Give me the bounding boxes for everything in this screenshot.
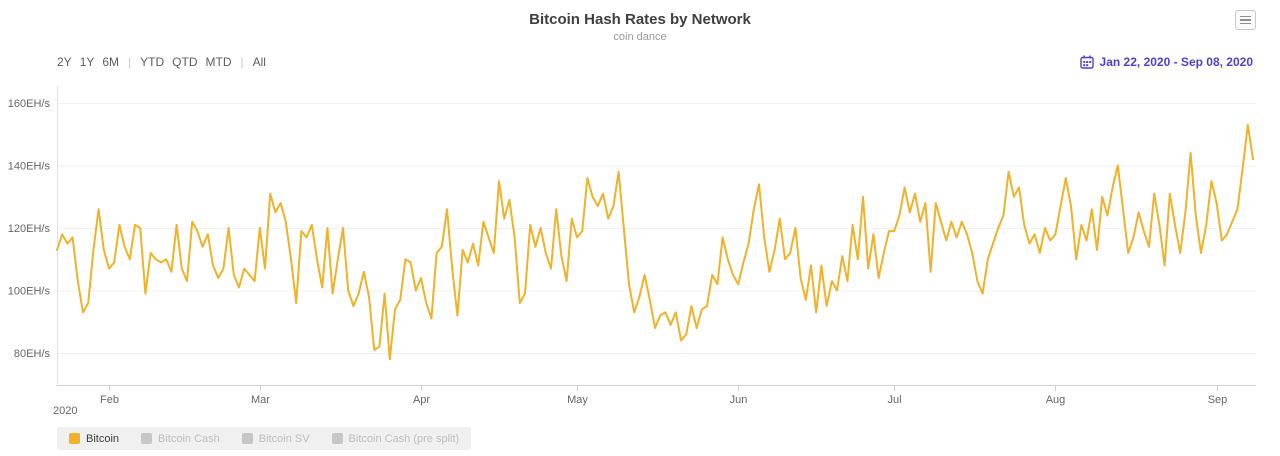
range-divider: | — [128, 55, 132, 69]
chart-subtitle: coin dance — [613, 31, 667, 43]
range-button-mtd[interactable]: MTD — [205, 55, 232, 69]
page-title: Bitcoin Hash Rates by Network — [529, 11, 751, 28]
legend-swatch-bitcoin-sv — [241, 433, 253, 444]
x-axis-tick-label: Sep — [1208, 394, 1228, 406]
legend-label: Bitcoin Cash — [158, 432, 220, 445]
x-axis-year-label: 2020 — [53, 405, 78, 417]
date-range-picker[interactable]: Jan 22, 2020 - Sep 08, 2020 — [1079, 55, 1253, 69]
x-axis-tick-label: Feb — [100, 394, 119, 406]
legend-swatch-bitcoin-cash — [141, 433, 153, 444]
y-axis-tick-label: 160EH/s — [8, 98, 51, 110]
y-axis-tick-label: 120EH/s — [8, 223, 51, 235]
x-axis-tick-label: May — [567, 394, 588, 406]
bitcoin-hashrate-series-line — [56, 123, 1254, 361]
x-axis-tick-label: Aug — [1046, 394, 1066, 406]
hashrate-line-chart: 80EH/s 100EH/s 120EH/s 140EH/s 160EH/s Feb Mar… — [8, 86, 1256, 406]
range-button-1y[interactable]: 1Y — [79, 55, 95, 69]
range-button-qtd[interactable]: QTD — [172, 55, 198, 69]
chart-toolbar: 2Y 1Y 6M | YTD QTD MTD | All Jan 22, 202… — [57, 53, 1253, 71]
legend-swatch-bitcoin-cash-pre-split — [331, 433, 343, 444]
hamburger-icon — [1240, 15, 1251, 18]
range-button-6m[interactable]: 6M — [102, 55, 120, 69]
y-axis-tick-label: 80EH/s — [14, 348, 51, 360]
date-range-label: Jan 22, 2020 - Sep 08, 2020 — [1099, 55, 1253, 69]
legend-label: Bitcoin SV — [258, 432, 310, 445]
x-axis-tick-label: Jun — [730, 394, 748, 406]
legend-label: Bitcoin — [86, 432, 120, 445]
legend-label: Bitcoin Cash (pre split) — [348, 432, 460, 445]
y-axis-tick-label: 100EH/s — [8, 286, 51, 298]
range-divider: | — [240, 55, 244, 69]
legend-item-bitcoin-cash[interactable]: Bitcoin Cash — [141, 433, 220, 445]
range-button-all[interactable]: All — [252, 55, 266, 69]
calendar-icon — [1079, 55, 1094, 69]
y-axis-tick-label: 140EH/s — [8, 161, 51, 173]
x-axis-tick-label: Jul — [887, 394, 901, 406]
legend-item-bitcoin[interactable]: Bitcoin — [69, 433, 119, 445]
x-axis-tick-label: Apr — [413, 394, 430, 406]
legend-swatch-bitcoin — [69, 433, 80, 444]
legend-item-bitcoin-sv[interactable]: Bitcoin SV — [241, 432, 310, 445]
chart-legend: Bitcoin Bitcoin Cash Bitcoin SV Bitcoin … — [57, 427, 472, 450]
range-button-2y[interactable]: 2Y — [57, 55, 72, 69]
range-button-ytd[interactable]: YTD — [140, 55, 165, 69]
x-axis-tick-label: Mar — [251, 394, 270, 406]
legend-item-bitcoin-cash-pre-split[interactable]: Bitcoin Cash (pre split) — [331, 432, 460, 445]
range-selector: 2Y 1Y 6M | YTD QTD MTD | All — [57, 55, 270, 69]
chart-context-menu-button[interactable] — [1235, 10, 1256, 30]
